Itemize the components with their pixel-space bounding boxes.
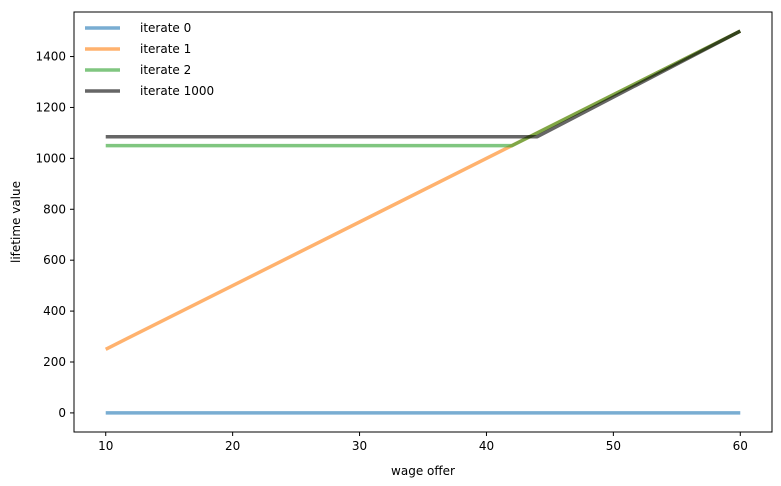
x-tick-label: 20	[225, 439, 240, 453]
y-tick-label: 1200	[35, 100, 66, 114]
y-axis: 0 200 400 600 800 1000 1200 1400	[35, 50, 74, 420]
x-axis-label: wage offer	[391, 464, 455, 478]
legend-label-3: iterate 1000	[140, 84, 214, 98]
legend-label-0: iterate 0	[140, 21, 191, 35]
y-tick-label: 600	[43, 253, 66, 267]
y-tick-label: 0	[58, 406, 66, 420]
y-tick-label: 400	[43, 304, 66, 318]
x-tick-label: 60	[733, 439, 748, 453]
series-line-3	[105, 29, 742, 139]
legend: iterate 0 iterate 1 iterate 2 iterate 1000	[85, 21, 214, 98]
plot-frame	[73, 11, 773, 433]
series-layer	[104, 29, 742, 415]
y-tick-label: 1000	[35, 151, 66, 165]
y-tick-label: 1400	[35, 50, 66, 64]
x-tick-label: 40	[479, 439, 494, 453]
x-axis: 10 20 30 40 50 60	[98, 432, 748, 453]
y-axis-label: lifetime value	[9, 181, 23, 263]
x-tick-label: 30	[352, 439, 367, 453]
y-tick-label: 200	[43, 355, 66, 369]
x-tick-label: 50	[606, 439, 621, 453]
legend-label-1: iterate 1	[140, 42, 191, 56]
x-tick-label: 10	[98, 439, 113, 453]
y-tick-label: 800	[43, 202, 66, 216]
legend-label-2: iterate 2	[140, 63, 191, 77]
